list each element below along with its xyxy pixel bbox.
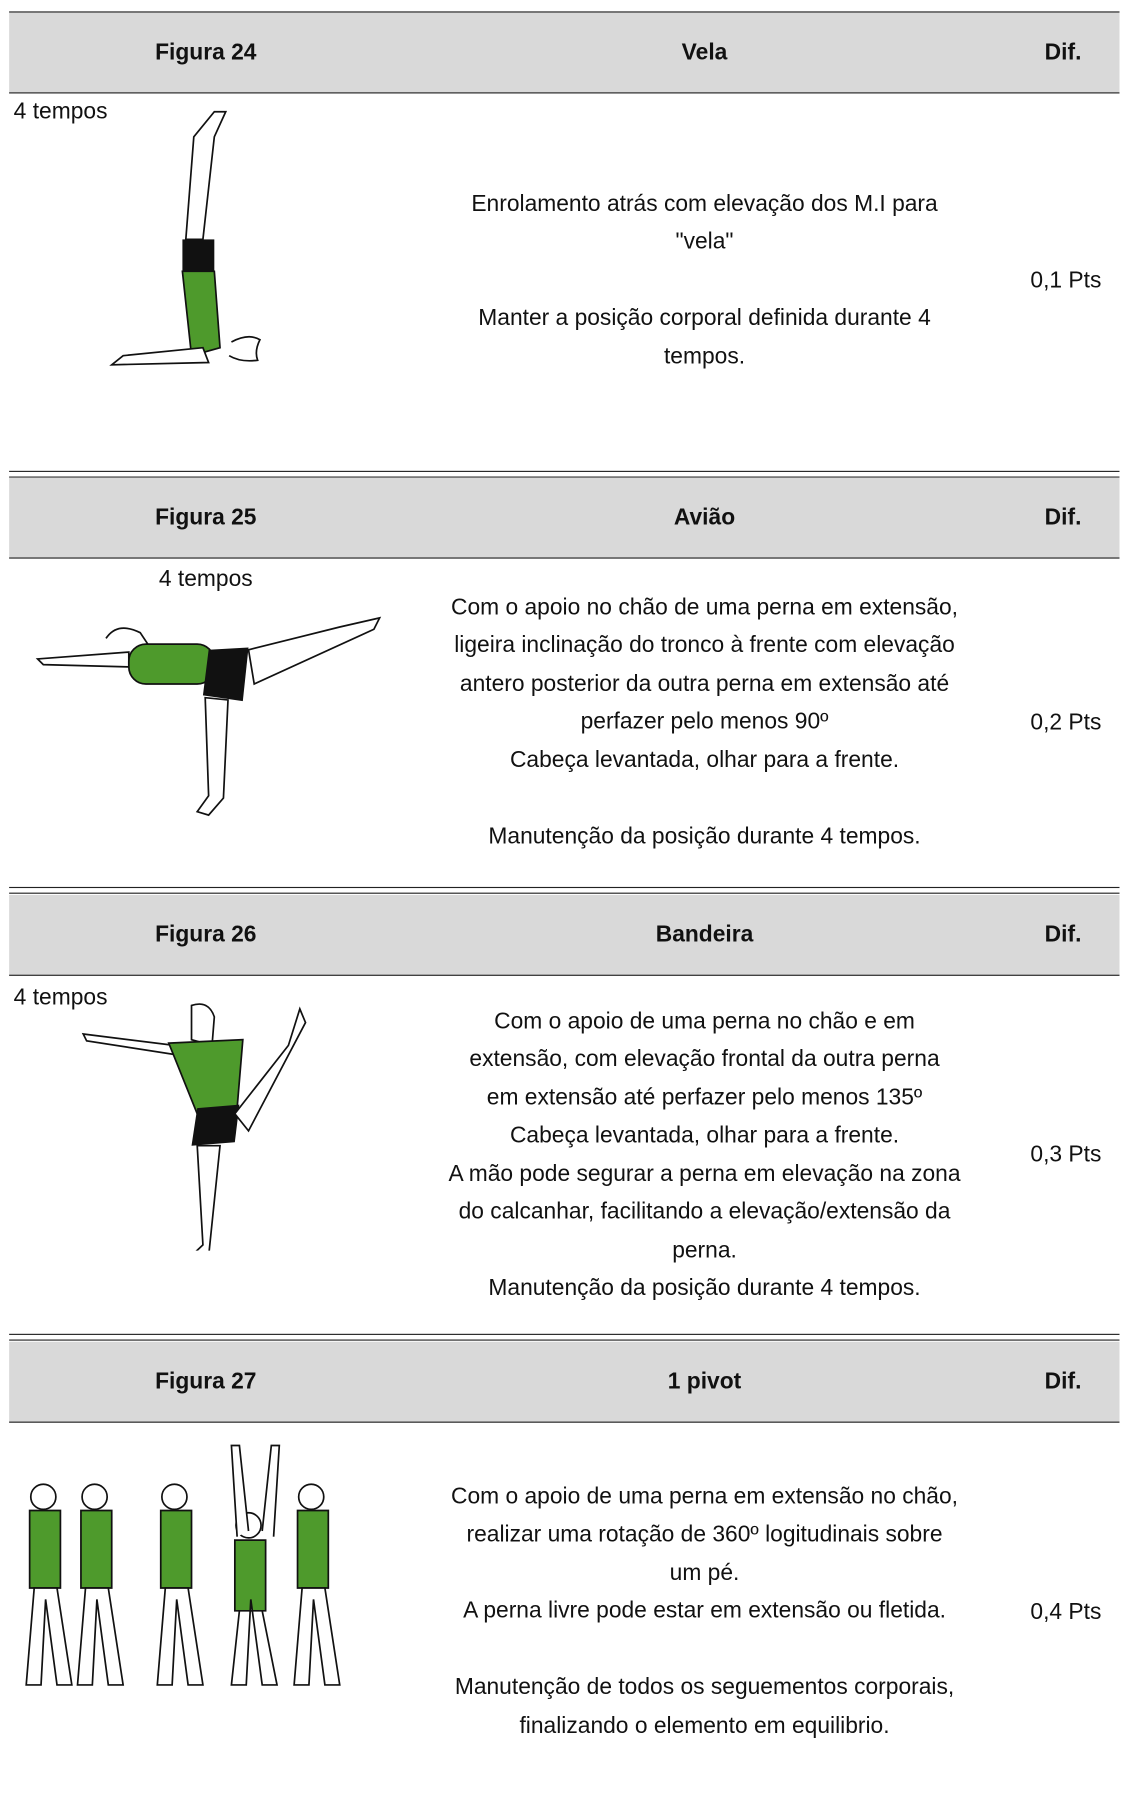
tempos-note: 4 tempos <box>13 984 108 1011</box>
double-rule <box>9 470 1120 478</box>
paragraph: Manter a posição corporal definida duran… <box>397 300 1013 376</box>
points: 0,1 Pts <box>1012 91 1119 471</box>
exercise-name: Bandeira <box>655 922 754 948</box>
section-header: Figura 25 Avião Dif. <box>9 477 1120 559</box>
points: 0,2 Pts <box>1012 559 1119 887</box>
section-body: 4 tempos Com o apoio de uma perna no chão… <box>9 977 1119 1334</box>
points: 0,4 Pts <box>1012 1423 1119 1801</box>
dif-label: Dif. <box>1044 1369 1082 1395</box>
text-line: Com o apoio de uma perna no chão e em <box>494 1008 915 1034</box>
illustration <box>25 1444 341 1686</box>
paragraph: Com o apoio de uma perna no chão e em ext… <box>397 1003 1013 1309</box>
text-line: Cabeça levantada, olhar para a frente. <box>509 1122 900 1148</box>
text-line: Com o apoio no chão de uma perna em exte… <box>451 594 959 620</box>
paragraph: Enrolamento atrás com elevação dos M.I p… <box>397 186 1013 262</box>
section-body: 4 tempos Enrolamento atrás com elevação d… <box>9 91 1119 471</box>
text-line: perna. <box>672 1237 737 1263</box>
tempos-note: 4 tempos <box>158 566 253 592</box>
text-line: antero posterior da outra perna em exten… <box>459 671 950 697</box>
description: Com o apoio de uma perna no chão e em ext… <box>397 977 1013 1334</box>
dif-label: Dif. <box>1044 922 1082 948</box>
points-value: 0,2 Pts <box>1030 709 1102 735</box>
points: 0,3 Pts <box>1012 977 1119 1334</box>
paragraph: Manutenção de todos os seguementos corpo… <box>397 1669 1013 1745</box>
text-line: um pé. <box>669 1560 740 1586</box>
figure-label: Figura 25 <box>155 505 257 531</box>
double-rule <box>9 886 1120 894</box>
text-line: Manter a posição corporal definida duran… <box>478 305 931 331</box>
exercise-name: Avião <box>673 505 736 531</box>
text-line: finalizando o elemento em equilibrio. <box>519 1713 890 1739</box>
tempos-note: 4 tempos <box>13 99 108 125</box>
description: Com o apoio no chão de uma perna em exte… <box>397 559 1013 887</box>
text-line: ligeira inclinação do tronco à frente co… <box>454 632 955 659</box>
text-line: extensão, com elevação frontal da outra … <box>469 1046 940 1072</box>
text-line: Enrolamento atrás com elevação dos M.I p… <box>471 191 938 217</box>
section-header: Figura 27 1 pivot Dif. <box>9 1341 1120 1423</box>
illustration <box>109 110 262 366</box>
exercise-name: 1 pivot <box>667 1369 742 1395</box>
description: Com o apoio de uma perna em extensão no … <box>397 1423 1013 1801</box>
dif-label: Dif. <box>1044 505 1082 531</box>
text-line: Manutenção da posição durante 4 tempos. <box>488 823 921 850</box>
paragraph: Com o apoio de uma perna em extensão no … <box>397 1478 1013 1631</box>
figure-label: Figura 26 <box>155 922 257 948</box>
section-header: Figura 24 Vela Dif. <box>9 11 1120 94</box>
section-body: Com o apoio de uma perna em extensão no … <box>9 1423 1119 1801</box>
points-value: 0,4 Pts <box>1030 1598 1102 1624</box>
double-rule <box>9 1333 1120 1341</box>
illustration <box>35 616 382 817</box>
exercise-name: Vela <box>681 39 728 65</box>
figure-label: Figura 27 <box>155 1369 257 1395</box>
illustration <box>81 1003 307 1251</box>
paragraph: Manutenção da posição durante 4 tempos. <box>397 818 1013 856</box>
text-line: "vela" <box>675 229 734 255</box>
section-body: 4 tempos Com o apoio no chão de uma perna… <box>9 559 1119 887</box>
text-line: A mão pode segurar a perna em elevação n… <box>448 1161 961 1187</box>
text-line: realizar uma rotação de 360º logitudinai… <box>466 1522 943 1548</box>
points-value: 0,3 Pts <box>1030 1142 1102 1168</box>
description: Enrolamento atrás com elevação dos M.I p… <box>397 91 1013 471</box>
text-line: Manutenção de todos os seguementos corpo… <box>454 1674 955 1701</box>
text-line: Cabeça levantada, olhar para a frente. <box>509 747 900 773</box>
text-line: tempos. <box>663 343 746 370</box>
figure-label: Figura 24 <box>155 39 257 65</box>
text-line: do calcanhar, facilitando a elevação/ext… <box>458 1199 951 1225</box>
text-line: perfazer pelo menos 90º <box>580 709 829 735</box>
dif-label: Dif. <box>1044 39 1082 65</box>
points-value: 0,1 Pts <box>1030 267 1102 293</box>
section-header: Figura 26 Bandeira Dif. <box>9 894 1120 976</box>
paragraph: Com o apoio no chão de uma perna em exte… <box>397 589 1013 780</box>
text-line: Manutenção da posição durante 4 tempos. <box>488 1275 921 1301</box>
text-line: em extensão até perfazer pelo menos 135º <box>486 1084 923 1110</box>
text-line: A perna livre pode estar em extensão ou … <box>463 1598 946 1624</box>
text-line: Com o apoio de uma perna em extensão no … <box>451 1483 959 1510</box>
